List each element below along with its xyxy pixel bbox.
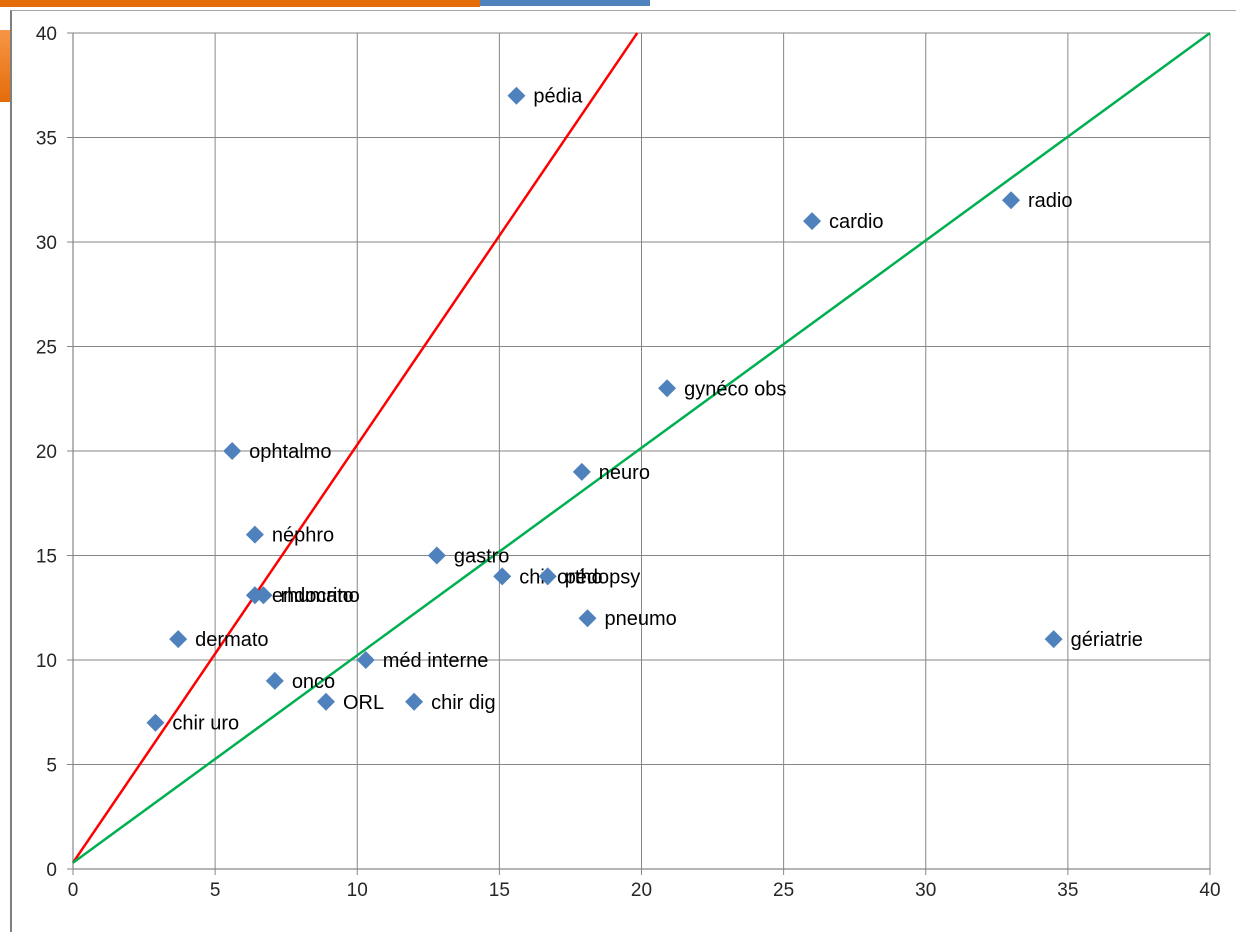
data-point — [427, 546, 446, 565]
data-point — [538, 567, 557, 586]
y-tick-label: 0 — [46, 860, 57, 881]
data-point — [572, 462, 591, 481]
data-point — [507, 86, 526, 105]
data-point — [803, 212, 822, 231]
data-point — [245, 586, 264, 605]
y-tick-label: 35 — [36, 129, 57, 150]
data-point-label: chir uro — [172, 713, 239, 735]
x-tick-label: 5 — [210, 880, 221, 901]
ribbon-blue-strip — [480, 0, 650, 6]
data-point — [1044, 630, 1063, 649]
data-point-label: dermato — [195, 629, 268, 651]
data-point-label: méd interne — [383, 650, 489, 672]
data-point-label: cardio — [829, 211, 883, 233]
x-tick-label: 25 — [773, 880, 794, 901]
data-point-label: néphro — [272, 525, 334, 547]
x-tick-label: 15 — [489, 880, 510, 901]
x-tick-label: 35 — [1057, 880, 1078, 901]
data-point-label: onco — [292, 671, 335, 693]
data-point — [316, 692, 335, 711]
ribbon-orange-strip — [0, 0, 480, 7]
y-tick-label: 20 — [36, 442, 57, 463]
y-tick-label: 15 — [36, 547, 57, 568]
x-tick-label: 40 — [1199, 880, 1220, 901]
y-tick-label: 40 — [36, 24, 57, 45]
data-point — [493, 567, 512, 586]
data-point — [405, 692, 424, 711]
x-tick-label: 0 — [68, 880, 79, 901]
data-point-label: ophtalmo — [249, 441, 331, 463]
data-point-label: chir dig — [431, 692, 495, 714]
data-point — [658, 379, 677, 398]
y-tick-label: 25 — [36, 338, 57, 359]
data-point-label: gynéco obs — [684, 378, 786, 400]
data-point-label: pédia — [533, 86, 583, 108]
data-point — [223, 442, 242, 460]
data-point-label: chir ortho — [519, 566, 602, 588]
data-point-label: gastro — [454, 546, 510, 568]
x-tick-label: 20 — [631, 880, 652, 901]
reference-line-2 — [72, 31, 1211, 864]
y-tick-label: 30 — [36, 233, 57, 254]
data-point-label: rhumato — [280, 585, 353, 607]
data-point-label: endocrino — [272, 585, 360, 607]
data-point-label: gériatrie — [1071, 629, 1143, 651]
y-tick-label: 5 — [46, 756, 57, 777]
data-point-label: ORL — [343, 692, 384, 714]
x-tick-label: 30 — [915, 880, 936, 901]
data-point-label: radio — [1028, 190, 1072, 212]
y-tick-label: 10 — [36, 651, 57, 672]
data-point — [265, 671, 284, 690]
data-point — [356, 651, 375, 669]
reference-line-1 — [71, 32, 639, 864]
data-point-label: pneumo — [604, 608, 676, 630]
data-point-label: pédopsy — [565, 566, 641, 588]
data-point — [146, 713, 165, 732]
x-tick-label: 10 — [347, 880, 368, 901]
data-point — [169, 630, 188, 649]
data-point — [1002, 191, 1021, 210]
data-point-label: neuro — [599, 462, 650, 484]
data-point — [245, 525, 264, 544]
data-point — [578, 609, 597, 628]
